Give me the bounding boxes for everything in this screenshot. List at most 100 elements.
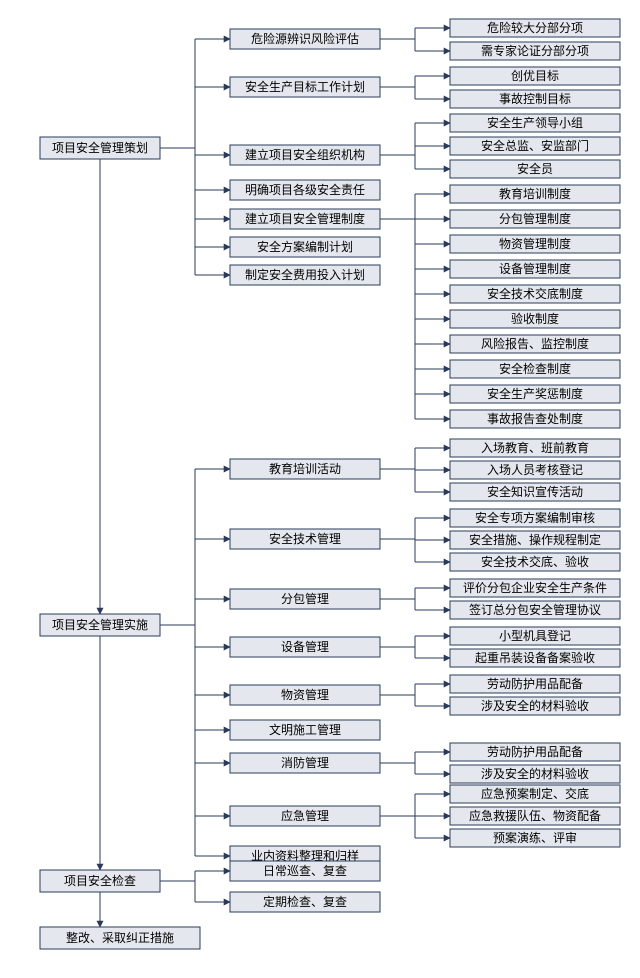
l3-box: 验收制度 (450, 310, 620, 328)
svg-text:安全专项方案编制审核: 安全专项方案编制审核 (475, 510, 595, 525)
svg-text:应急管理: 应急管理 (281, 808, 329, 823)
l2-box: 物资管理 (230, 685, 380, 705)
svg-text:应急预案制定、交底: 应急预案制定、交底 (481, 786, 589, 801)
l3-box: 安全技术交底、验收 (450, 553, 620, 571)
l3-box: 预案演练、评审 (450, 829, 620, 847)
l3-box: 起重吊装设备备案验收 (450, 649, 620, 667)
l3-box: 危险较大分部分项 (450, 19, 620, 37)
l3-box: 安全生产领导小组 (450, 114, 620, 132)
svg-text:安全技术交底制度: 安全技术交底制度 (487, 286, 583, 301)
svg-text:安全措施、操作规程制定: 安全措施、操作规程制定 (469, 532, 601, 547)
l2-box: 明确项目各级安全责任 (230, 180, 380, 200)
l1-box: 项目安全管理策划 (40, 137, 160, 159)
l3-box: 入场教育、班前教育 (450, 439, 620, 457)
l3-box: 事故报告查处制度 (450, 410, 620, 428)
svg-text:文明施工管理: 文明施工管理 (269, 722, 341, 737)
svg-text:劳动防护用品配备: 劳动防护用品配备 (487, 744, 583, 759)
l3-box: 安全总监、安监部门 (450, 137, 620, 155)
l1-box: 项目安全管理实施 (40, 614, 160, 636)
svg-text:事故报告查处制度: 事故报告查处制度 (487, 411, 583, 426)
svg-text:安全技术管理: 安全技术管理 (269, 531, 341, 546)
l1-box: 项目安全检查 (40, 870, 160, 892)
svg-text:建立项目安全组织机构: 建立项目安全组织机构 (245, 147, 365, 162)
l2-box: 安全生产目标工作计划 (230, 77, 380, 97)
l3-box: 劳动防护用品配备 (450, 743, 620, 761)
l2-box: 制定安全费用投入计划 (230, 265, 380, 285)
l3-box: 需专家论证分部分项 (450, 42, 620, 60)
l3-box: 安全技术交底制度 (450, 285, 620, 303)
svg-text:入场人员考核登记: 入场人员考核登记 (487, 462, 583, 477)
svg-text:涉及安全的材料验收: 涉及安全的材料验收 (481, 766, 589, 781)
l3-box: 安全检查制度 (450, 360, 620, 378)
svg-text:安全生产目标工作计划: 安全生产目标工作计划 (245, 79, 365, 94)
svg-text:应急救援队伍、物资配备: 应急救援队伍、物资配备 (469, 808, 601, 823)
svg-text:分包管理: 分包管理 (281, 591, 329, 606)
svg-text:安全方案编制计划: 安全方案编制计划 (257, 239, 353, 254)
l2-box: 安全技术管理 (230, 529, 380, 549)
svg-text:验收制度: 验收制度 (511, 311, 559, 326)
l2-box: 消防管理 (230, 753, 380, 773)
svg-text:创优目标: 创优目标 (511, 69, 559, 83)
l3-box: 小型机具登记 (450, 627, 620, 645)
svg-text:涉及安全的材料验收: 涉及安全的材料验收 (481, 698, 589, 713)
svg-text:安全生产领导小组: 安全生产领导小组 (487, 115, 583, 130)
l3-box: 设备管理制度 (450, 260, 620, 278)
l3-box: 安全知识宣传活动 (450, 483, 620, 501)
svg-text:安全检查制度: 安全检查制度 (499, 361, 571, 376)
l2-box: 日常巡查、复查 (230, 861, 380, 881)
l3-box: 创优目标 (450, 67, 620, 85)
svg-text:危险较大分部分项: 危险较大分部分项 (487, 20, 583, 35)
l3-box: 签订总分包安全管理协议 (450, 601, 620, 619)
svg-text:设备管理: 设备管理 (281, 639, 329, 654)
svg-text:安全技术交底、验收: 安全技术交底、验收 (481, 554, 589, 569)
l3-box: 安全措施、操作规程制定 (450, 531, 620, 549)
l3-box: 安全员 (450, 160, 620, 178)
svg-text:物资管理: 物资管理 (281, 687, 329, 702)
svg-text:安全知识宣传活动: 安全知识宣传活动 (487, 484, 583, 499)
l3-box: 涉及安全的材料验收 (450, 697, 620, 715)
svg-text:项目安全管理策划: 项目安全管理策划 (52, 140, 148, 155)
svg-text:教育培训制度: 教育培训制度 (499, 186, 571, 201)
l2-box: 安全方案编制计划 (230, 237, 380, 257)
l2-box: 定期检查、复查 (230, 892, 380, 912)
svg-text:制定安全费用投入计划: 制定安全费用投入计划 (245, 267, 365, 282)
svg-text:项目安全管理实施: 项目安全管理实施 (52, 617, 148, 632)
l3-box: 应急预案制定、交底 (450, 785, 620, 803)
l3-box: 事故控制目标 (450, 90, 620, 108)
l3-box: 教育培训制度 (450, 185, 620, 203)
svg-text:日常巡查、复查: 日常巡查、复查 (263, 864, 347, 878)
svg-text:起重吊装设备备案验收: 起重吊装设备备案验收 (475, 650, 595, 665)
svg-text:预案演练、评审: 预案演练、评审 (493, 830, 577, 845)
svg-text:需专家论证分部分项: 需专家论证分部分项 (481, 43, 589, 58)
l2-box: 危险源辨识风险评估 (230, 29, 380, 49)
l3-box: 安全专项方案编制审核 (450, 509, 620, 527)
l3-box: 风险报告、监控制度 (450, 335, 620, 353)
l3-box: 劳动防护用品配备 (450, 675, 620, 693)
svg-text:危险源辨识风险评估: 危险源辨识风险评估 (251, 31, 359, 46)
l2-box: 设备管理 (230, 637, 380, 657)
l3-box: 评价分包企业安全生产条件 (450, 579, 620, 597)
l2-box: 教育培训活动 (230, 459, 380, 479)
l2-box: 建立项目安全管理制度 (230, 209, 380, 229)
l3-box: 安全生产奖惩制度 (450, 385, 620, 403)
l3-box: 物资管理制度 (450, 235, 620, 253)
l1-box: 整改、采取纠正措施 (40, 927, 200, 949)
svg-text:事故控制目标: 事故控制目标 (499, 91, 571, 106)
svg-text:项目安全检查: 项目安全检查 (64, 873, 136, 888)
l3-box: 分包管理制度 (450, 210, 620, 228)
svg-text:评价分包企业安全生产条件: 评价分包企业安全生产条件 (463, 580, 607, 595)
flowchart-diagram: 项目安全管理策划项目安全管理实施项目安全检查整改、采取纠正措施 危险源辨识风险评估… (10, 10, 640, 968)
svg-text:明确项目各级安全责任: 明确项目各级安全责任 (245, 182, 365, 197)
svg-text:教育培训活动: 教育培训活动 (269, 461, 341, 476)
l3-box: 入场人员考核登记 (450, 461, 620, 479)
svg-text:安全员: 安全员 (517, 161, 553, 176)
svg-text:劳动防护用品配备: 劳动防护用品配备 (487, 676, 583, 691)
l3-box: 涉及安全的材料验收 (450, 765, 620, 783)
svg-text:定期检查、复查: 定期检查、复查 (263, 894, 347, 909)
svg-text:设备管理制度: 设备管理制度 (499, 261, 571, 276)
svg-text:签订总分包安全管理协议: 签订总分包安全管理协议 (469, 602, 601, 617)
svg-text:整改、采取纠正措施: 整改、采取纠正措施 (66, 930, 174, 945)
svg-text:安全生产奖惩制度: 安全生产奖惩制度 (487, 386, 583, 401)
svg-text:入场教育、班前教育: 入场教育、班前教育 (481, 440, 589, 455)
svg-text:小型机具登记: 小型机具登记 (499, 628, 571, 643)
